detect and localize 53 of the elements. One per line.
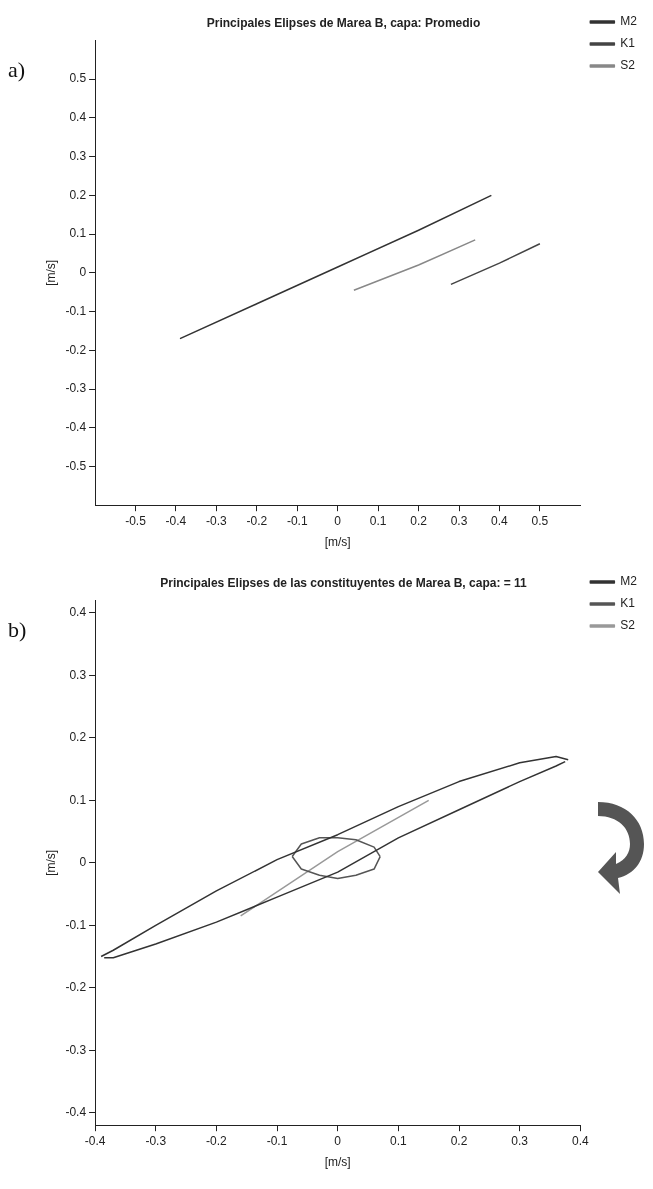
- chart-title: Principales Elipses de las constituyentes de Marea B, capa: = 11: [160, 575, 528, 590]
- y-tick-label: 0.2: [69, 730, 87, 745]
- y-tick-label: 0.3: [69, 148, 87, 163]
- x-tick-label: 0.2: [450, 1133, 468, 1148]
- x-tick-label: 0: [334, 513, 342, 528]
- legend-label: M2: [620, 574, 638, 589]
- x-tick-label: -0.2: [206, 1133, 228, 1148]
- y-axis-title: [m/s]: [43, 849, 58, 876]
- legend-label: S2: [620, 618, 636, 633]
- y-tick-label: -0.4: [65, 420, 87, 435]
- y-tick-label: -0.5: [65, 458, 87, 473]
- x-tick-label: 0.4: [571, 1133, 589, 1148]
- text: b): [8, 617, 27, 643]
- y-tick-label: -0.2: [65, 342, 87, 357]
- chart-title: Principales Elipses de Marea B, capa: Promedio: [206, 15, 481, 30]
- x-tick-label: -0.1: [266, 1133, 288, 1148]
- x-tick-label: -0.5: [125, 513, 147, 528]
- y-tick-label: 0.5: [69, 71, 87, 86]
- x-axis-title: [m/s]: [324, 1155, 351, 1170]
- y-tick-label: 0: [79, 265, 87, 280]
- legend-label: K1: [620, 36, 636, 51]
- text: a): [8, 57, 26, 83]
- y-tick-label: 0.4: [69, 110, 87, 125]
- y-tick-label: -0.1: [65, 303, 87, 318]
- y-tick-label: 0.1: [69, 792, 87, 807]
- x-tick-label: -0.3: [145, 1133, 167, 1148]
- y-tick-label: -0.3: [65, 381, 87, 396]
- x-tick-label: 0.1: [369, 513, 387, 528]
- legend-label: S2: [620, 58, 636, 73]
- x-tick-label: -0.4: [165, 513, 187, 528]
- x-tick-label: -0.2: [246, 513, 268, 528]
- x-tick-label: 0.3: [511, 1133, 529, 1148]
- y-tick-label: 0: [79, 855, 87, 870]
- x-tick-label: 0.3: [450, 513, 468, 528]
- x-tick-label: 0.4: [491, 513, 509, 528]
- x-tick-label: 0.1: [390, 1133, 408, 1148]
- x-tick-label: -0.1: [286, 513, 308, 528]
- y-axis-title: [m/s]: [43, 259, 58, 286]
- y-tick-label: 0.2: [69, 187, 87, 202]
- y-tick-label: -0.1: [65, 917, 87, 932]
- y-tick-label: -0.2: [65, 980, 87, 995]
- x-axis-title: [m/s]: [324, 535, 351, 550]
- x-tick-label: 0.5: [531, 513, 549, 528]
- y-tick-label: -0.3: [65, 1042, 87, 1057]
- y-tick-label: 0.4: [69, 605, 87, 620]
- legend-label: M2: [620, 14, 638, 29]
- y-tick-label: -0.4: [65, 1105, 87, 1120]
- x-tick-label: 0: [334, 1133, 342, 1148]
- x-tick-label: -0.3: [206, 513, 228, 528]
- legend-label: K1: [620, 596, 636, 611]
- y-tick-label: 0.1: [69, 226, 87, 241]
- y-tick-label: 0.3: [69, 667, 87, 682]
- x-tick-label: 0.2: [410, 513, 428, 528]
